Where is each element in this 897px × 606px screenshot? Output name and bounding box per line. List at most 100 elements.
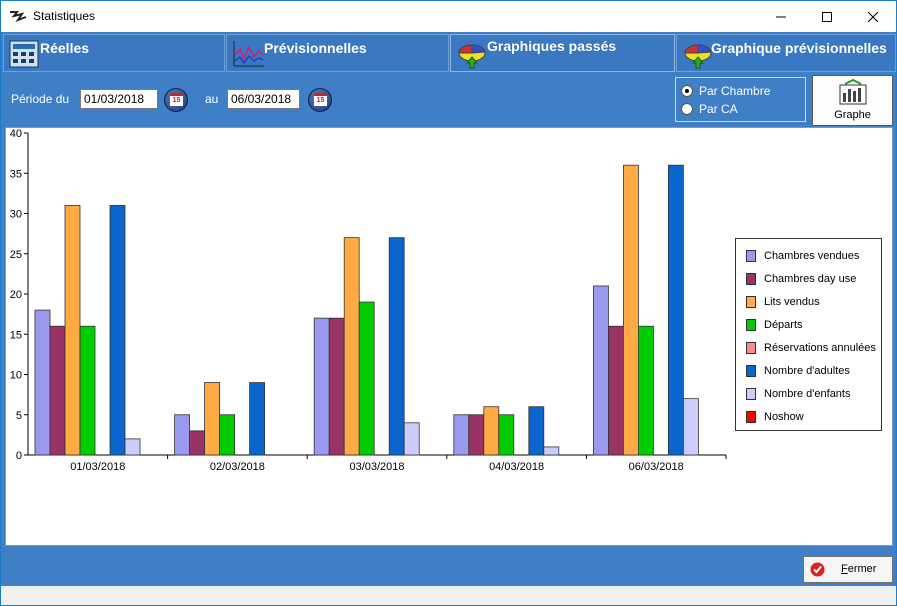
- legend-item: Réservations annulées: [746, 341, 876, 355]
- bar: [608, 325, 624, 456]
- radio-unselected-icon: [681, 103, 693, 115]
- bar: [388, 237, 405, 456]
- check-icon: [810, 562, 825, 577]
- main-panel: Réelles Prévisionnelles Graphiques passé…: [1, 32, 896, 586]
- status-bar: [1, 586, 896, 605]
- y-tick-label: 40: [10, 128, 22, 140]
- bar-chart-plot: 0 5 10 15 20 25 30 35 40 01/03/2018 02/03/2018 03/0…: [10, 128, 727, 473]
- legend-label: Noshow: [764, 411, 804, 423]
- x-tick-label: 04/03/2018: [489, 461, 544, 473]
- legend-swatch: [746, 250, 756, 262]
- legend-swatch: [746, 319, 756, 331]
- bar: [623, 164, 639, 456]
- bar: [638, 325, 654, 456]
- bar: [403, 422, 420, 456]
- bar: [49, 325, 66, 456]
- tab-graphique-previsionnelles-label: Graphique prévisionnelles: [711, 40, 887, 56]
- close-window-button[interactable]: [850, 1, 896, 32]
- x-tick-label: 01/03/2018: [70, 461, 125, 473]
- window-title: Statistiques: [33, 9, 96, 23]
- bar: [34, 309, 51, 456]
- fermer-button[interactable]: Fermer: [803, 556, 893, 583]
- maximize-icon: [822, 11, 832, 22]
- close-icon: [868, 11, 878, 22]
- legend-item: Noshow: [746, 410, 804, 424]
- legend-label: Nombre d'enfants: [764, 388, 851, 400]
- date-from-calendar-button[interactable]: 15: [164, 88, 188, 112]
- legend-item: Départs: [746, 318, 803, 332]
- bar: [313, 317, 330, 456]
- period-from-label: Période du: [11, 92, 70, 106]
- graphe-button[interactable]: Graphe: [812, 75, 893, 126]
- bar: [358, 301, 375, 456]
- pie-chart-icon: [684, 44, 712, 69]
- date-to-calendar-button[interactable]: 15: [308, 88, 332, 112]
- legend-label: Chambres day use: [764, 273, 857, 285]
- bar: [543, 446, 560, 456]
- legend-swatch: [746, 365, 756, 377]
- fermer-button-label: Fermer: [841, 563, 877, 575]
- y-tick-label: 15: [10, 329, 22, 341]
- bar: [249, 382, 266, 456]
- radio-par-ca-label: Par CA: [699, 102, 738, 116]
- date-to-input[interactable]: [227, 89, 300, 109]
- radio-par-chambre[interactable]: Par Chambre: [681, 84, 770, 98]
- radio-par-ca[interactable]: Par CA: [681, 102, 738, 116]
- bar: [79, 325, 96, 456]
- bar: [528, 406, 545, 456]
- tab-reelles[interactable]: Réelles: [3, 34, 225, 72]
- legend-swatch: [746, 342, 756, 354]
- y-tick-label: 5: [16, 410, 22, 422]
- bar-chart: 0 5 10 15 20 25 30 35 40 01/03/2018 02/03/2018 03/0…: [5, 127, 893, 546]
- tab-previsionnelles-label: Prévisionnelles: [264, 40, 367, 56]
- bar: [668, 164, 684, 456]
- bar: [328, 317, 345, 456]
- title-bar: Statistiques: [1, 1, 896, 32]
- tab-previsionnelles[interactable]: Prévisionnelles: [226, 34, 449, 72]
- bar: [189, 430, 206, 456]
- mode-radio-group: Par Chambre Par CA: [675, 77, 806, 122]
- legend-swatch: [746, 296, 756, 308]
- y-tick-label: 35: [10, 168, 22, 180]
- legend-item: Lits vendus: [746, 295, 820, 309]
- pie-chart-icon: [458, 44, 486, 69]
- tab-reelles-label: Réelles: [40, 40, 90, 56]
- date-from-input[interactable]: [80, 89, 158, 109]
- minimize-button[interactable]: [758, 1, 804, 32]
- legend-item: Chambres day use: [746, 272, 856, 286]
- legend-label: Départs: [764, 319, 803, 331]
- bar: [343, 237, 360, 456]
- tab-graphiques-passes-label: Graphiques passés: [487, 38, 617, 54]
- calendar-icon: 15: [314, 93, 327, 106]
- app-icon: [10, 11, 27, 23]
- bar: [483, 406, 500, 456]
- calendar-icon: 15: [170, 93, 183, 106]
- minimize-icon: [776, 16, 786, 17]
- legend-item: Chambres vendues: [746, 249, 859, 263]
- bar: [64, 205, 81, 456]
- legend-label: Réservations annulées: [764, 342, 876, 354]
- graphe-button-label: Graphe: [834, 109, 871, 121]
- bar: [498, 414, 515, 456]
- line-chart-icon: [233, 41, 264, 67]
- legend-label: Chambres vendues: [764, 250, 860, 262]
- legend-label: Nombre d'adultes: [764, 365, 850, 377]
- maximize-button[interactable]: [804, 1, 850, 32]
- radio-par-chambre-label: Par Chambre: [699, 84, 771, 98]
- bar: [453, 414, 470, 456]
- tab-graphiques-passes[interactable]: Graphiques passés: [450, 34, 675, 72]
- bar: [204, 382, 221, 456]
- bar-chart-icon: [839, 79, 867, 105]
- bar: [109, 205, 126, 456]
- chart-legend: Chambres vendues Chambres day use Lits ven…: [735, 238, 882, 431]
- bar: [219, 414, 236, 456]
- legend-swatch: [746, 273, 756, 285]
- x-tick-label: 06/03/2018: [629, 461, 684, 473]
- tab-graphique-previsionnelles[interactable]: Graphique prévisionnelles: [676, 34, 896, 72]
- y-tick-label: 25: [10, 249, 22, 261]
- legend-label: Lits vendus: [764, 296, 820, 308]
- bar: [174, 414, 191, 456]
- radio-selected-icon: [681, 85, 693, 97]
- y-tick-label: 20: [10, 289, 22, 301]
